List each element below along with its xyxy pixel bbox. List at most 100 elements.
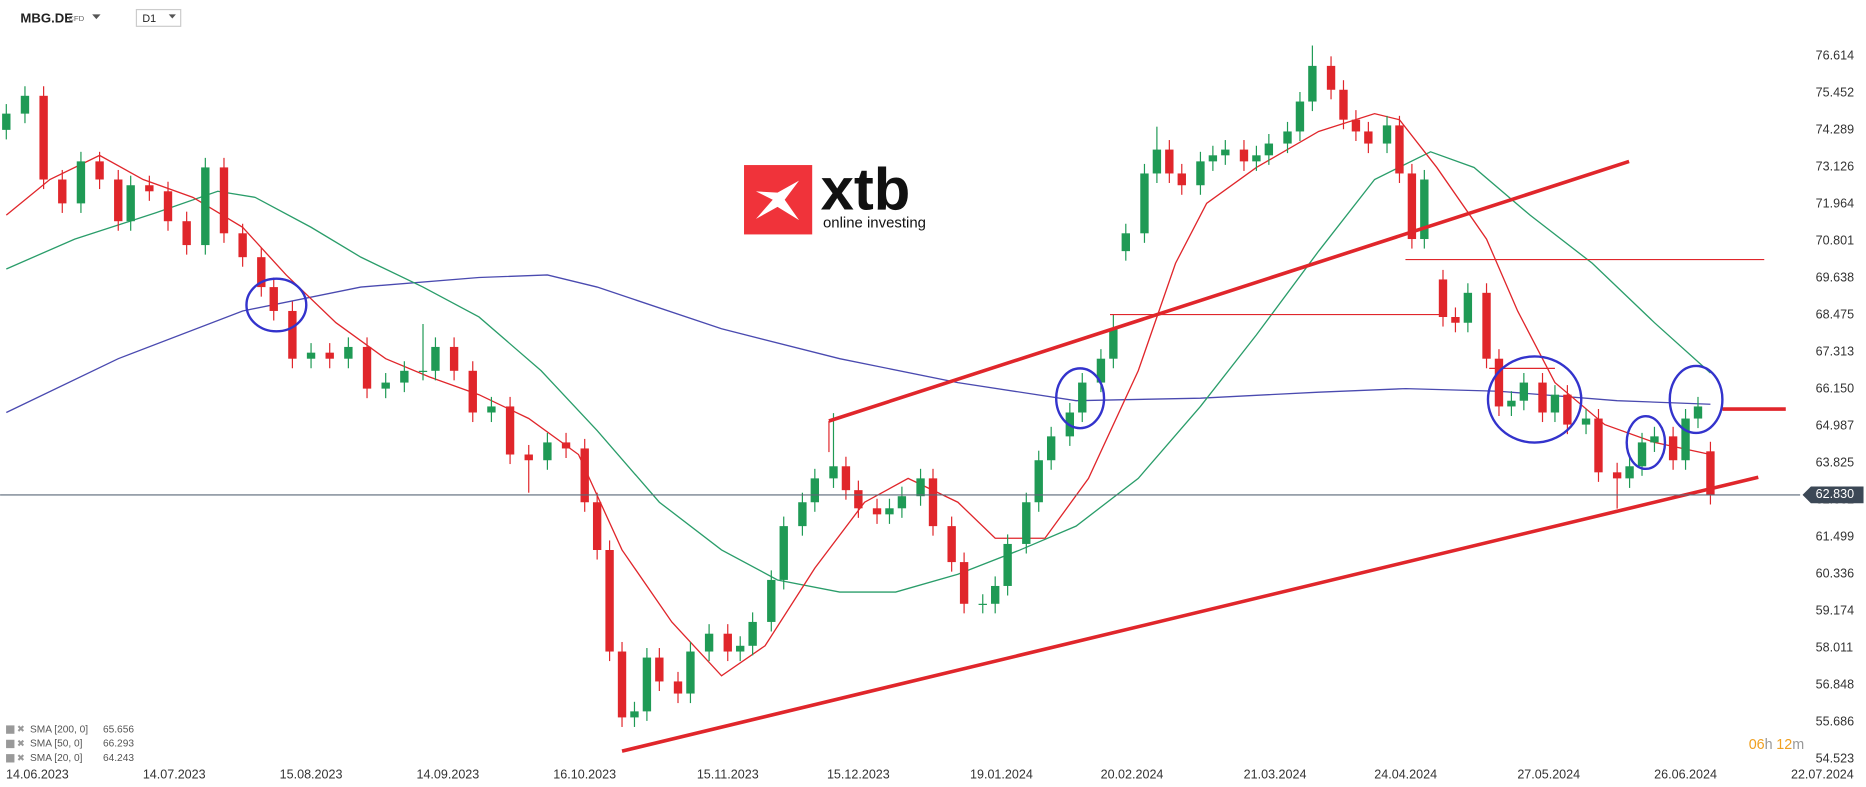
candle-body <box>201 167 210 246</box>
y-tick-label: 75.452 <box>1816 86 1854 100</box>
candle-body <box>449 346 459 371</box>
candle-body <box>1382 125 1392 144</box>
legend-close: ✖ <box>17 738 25 749</box>
candle-body <box>1706 451 1715 495</box>
candle-body <box>673 681 683 694</box>
candle-body <box>1177 173 1186 186</box>
trend-line <box>621 475 1759 753</box>
candle-body <box>1196 161 1205 186</box>
candle-body <box>468 370 477 413</box>
logo: xtb online investing <box>744 156 926 235</box>
y-tick-label: 64.987 <box>1816 419 1854 433</box>
legend-icon <box>6 739 15 749</box>
y-tick-label: 74.289 <box>1816 123 1854 137</box>
candle-body <box>1407 173 1417 240</box>
candle-body <box>580 448 589 503</box>
y-tick-label: 67.313 <box>1816 345 1854 359</box>
dropdown-arrow[interactable] <box>92 14 101 20</box>
candle-body <box>1121 233 1130 252</box>
candle-body <box>325 352 334 359</box>
x-tick-label: 14.06.2023 <box>6 767 69 781</box>
x-tick-label: 15.12.2023 <box>827 767 890 781</box>
candle-body <box>288 310 297 359</box>
x-tick-label: 15.08.2023 <box>280 767 343 781</box>
logo-tagline: online investing <box>823 215 926 232</box>
x-tick-label: 15.11.2023 <box>697 767 759 781</box>
candle-body <box>431 346 440 371</box>
y-tick-label: 70.801 <box>1816 234 1854 248</box>
countdown-unit: h <box>1765 737 1773 753</box>
candle-body <box>1364 131 1373 144</box>
x-tick-label: 16.10.2023 <box>553 767 616 781</box>
logo-name: xtb <box>821 156 911 223</box>
dropdown-arrow[interactable] <box>168 14 176 19</box>
candle-body <box>748 621 757 646</box>
highlight-circle <box>1054 367 1106 430</box>
toolbar: MBG.DE CFD D1 <box>20 8 182 27</box>
candle-body <box>95 161 104 180</box>
candle-body <box>1563 394 1572 425</box>
candle-body <box>1693 406 1703 419</box>
y-tick-label: 54.523 <box>1816 752 1854 766</box>
candle-body <box>238 233 247 258</box>
candle-body <box>1581 418 1591 425</box>
y-tick-label: 71.964 <box>1816 197 1854 211</box>
candle-body <box>810 478 820 503</box>
candle-body <box>1252 155 1261 162</box>
timeframe-box[interactable] <box>135 8 182 27</box>
x-tick-label: 27.05.2024 <box>1517 767 1580 781</box>
candle-body <box>978 603 987 605</box>
candle-body <box>1308 65 1317 102</box>
y-tick-label: 73.126 <box>1816 160 1854 174</box>
candle-body <box>400 370 409 383</box>
logo-x <box>755 180 800 221</box>
candle-body <box>798 502 807 527</box>
candle-body <box>617 651 627 718</box>
countdown-unit: m <box>1792 737 1804 753</box>
candle-body <box>1022 502 1031 544</box>
x-tick-label: 19.01.2024 <box>970 767 1033 781</box>
candle-body <box>257 257 266 288</box>
legend-value: 65.656 <box>103 724 134 735</box>
symbol[interactable]: MBG.DE <box>20 11 73 26</box>
candle-body <box>1046 436 1056 461</box>
instrument-type: CFD <box>68 14 84 23</box>
highlight-circle <box>1668 364 1724 435</box>
legend-close: ✖ <box>17 753 25 764</box>
candle-body <box>1034 460 1043 503</box>
candle-body <box>1109 328 1118 359</box>
candle-body <box>642 657 652 712</box>
y-tick-label: 60.336 <box>1816 567 1854 581</box>
sma-line <box>6 151 1711 593</box>
candle-body <box>897 496 907 509</box>
candle-body <box>630 711 639 718</box>
timeframe[interactable]: D1 <box>142 13 156 25</box>
candle-body <box>991 585 1000 604</box>
candle-body <box>947 526 956 563</box>
x-tick-label: 22.07.2024 <box>1791 767 1854 781</box>
y-tick-label: 66.150 <box>1816 382 1854 396</box>
candle-body <box>381 382 390 389</box>
candle-body <box>1482 292 1491 359</box>
legend-name: SMA [200, 0] <box>30 724 88 735</box>
highlight-circle <box>245 277 308 333</box>
candle-body <box>767 579 776 622</box>
countdown-hours: 06 <box>1749 737 1765 753</box>
trend-line <box>828 159 1630 423</box>
sma-line <box>6 274 1711 414</box>
candle-body <box>1078 382 1087 413</box>
candle-body <box>76 161 86 204</box>
y-tick-label: 61.499 <box>1816 530 1854 544</box>
legend-icon <box>6 725 15 734</box>
candle-body <box>704 633 714 652</box>
drawings <box>245 159 1786 753</box>
candle-body <box>1494 358 1504 407</box>
x-tick-label: 26.06.2024 <box>1654 767 1717 781</box>
legend-name: SMA [50, 0] <box>30 739 83 750</box>
candle-body <box>58 179 67 204</box>
candle-body <box>269 287 278 311</box>
candle-body <box>1550 394 1560 413</box>
candle-body <box>524 454 533 461</box>
